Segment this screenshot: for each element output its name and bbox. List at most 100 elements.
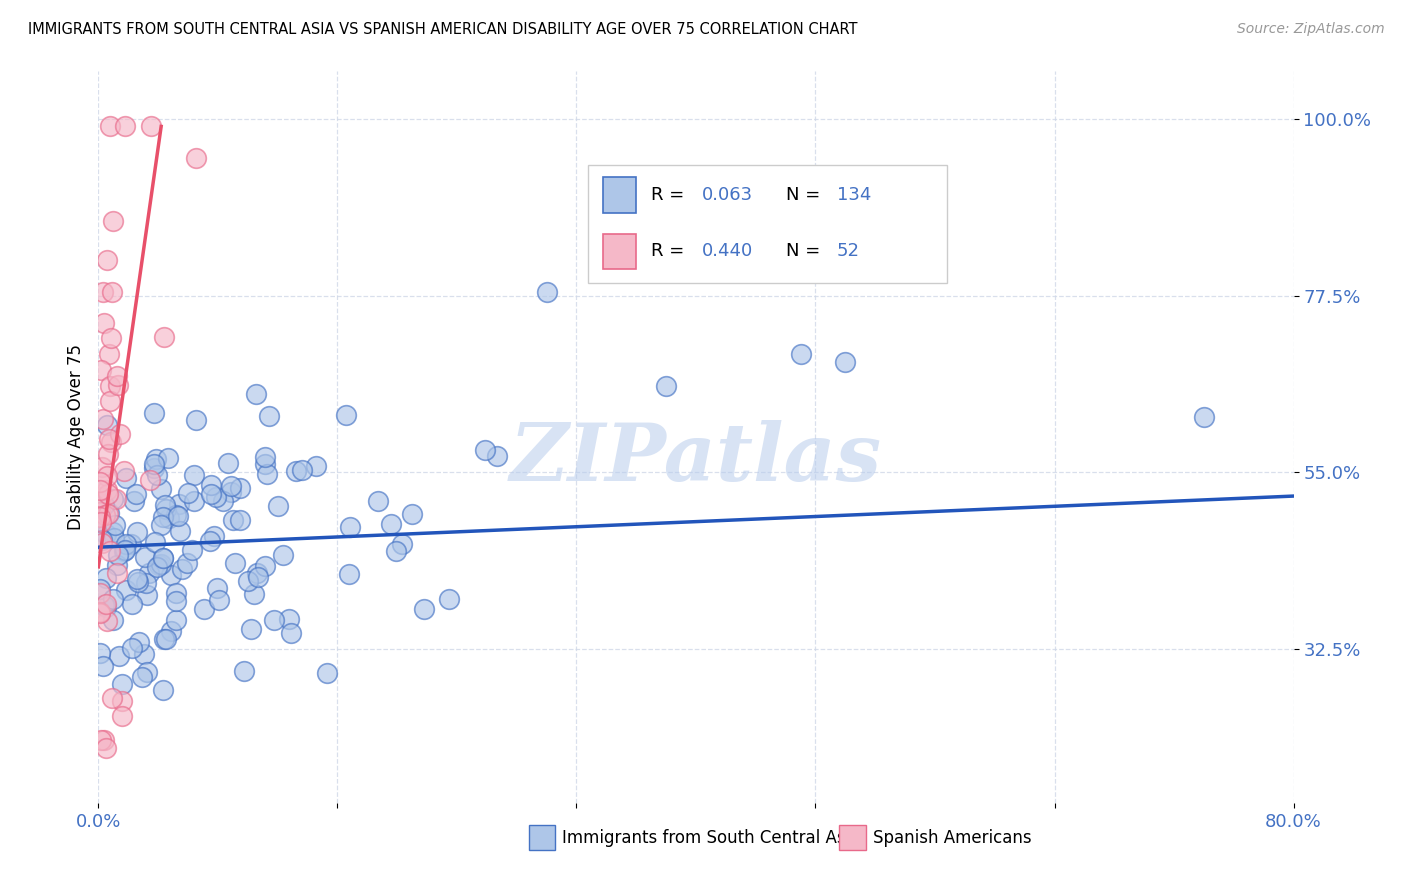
Point [219, 479, 242, 493]
Point [207, 581, 229, 595]
Point [167, 508, 190, 523]
Point [96, 418, 118, 433]
Point [91, 460, 114, 475]
Point [536, 285, 558, 299]
Point [254, 558, 277, 573]
Point [96, 469, 118, 483]
FancyBboxPatch shape [603, 178, 637, 212]
Point [98, 393, 121, 408]
Point [253, 457, 276, 471]
Point [335, 409, 357, 423]
Point [105, 369, 128, 384]
FancyBboxPatch shape [529, 825, 555, 850]
Point [101, 285, 124, 300]
Point [115, 471, 138, 485]
Point [150, 558, 173, 572]
Point [155, 498, 177, 512]
Point [101, 613, 124, 627]
Point [243, 587, 266, 601]
Point [89, 605, 111, 619]
Text: N =: N = [786, 243, 825, 260]
Point [183, 467, 205, 482]
Point [97, 347, 120, 361]
Point [94, 740, 117, 755]
Point [111, 677, 134, 691]
Point [89, 496, 111, 510]
Point [103, 531, 125, 545]
Point [146, 560, 169, 574]
Point [165, 594, 187, 608]
Point [160, 624, 183, 639]
Point [202, 529, 225, 543]
Point [111, 709, 134, 723]
Point [89, 606, 111, 620]
Text: Immigrants from South Central Asia: Immigrants from South Central Asia [562, 829, 860, 847]
Point [205, 490, 228, 504]
Point [200, 487, 222, 501]
Point [108, 427, 131, 442]
Point [157, 510, 180, 524]
Point [212, 493, 235, 508]
Point [236, 574, 259, 589]
Text: 0.440: 0.440 [702, 243, 754, 260]
Point [112, 464, 135, 478]
Point [91, 659, 114, 673]
Point [90, 515, 112, 529]
Point [655, 379, 678, 393]
Point [165, 613, 187, 627]
Point [315, 665, 337, 680]
Point [339, 520, 361, 534]
Point [94, 571, 117, 585]
Point [280, 625, 302, 640]
Point [139, 473, 162, 487]
Point [114, 537, 136, 551]
Point [107, 378, 129, 392]
Point [337, 566, 360, 581]
Point [108, 649, 131, 664]
Point [89, 582, 111, 596]
Point [170, 562, 193, 576]
Point [89, 586, 111, 600]
Point [224, 556, 246, 570]
Point [91, 285, 114, 299]
Text: 134: 134 [837, 186, 872, 204]
Point [143, 457, 166, 471]
Point [437, 592, 460, 607]
Point [98, 543, 121, 558]
Point [155, 632, 177, 647]
Point [132, 647, 155, 661]
Point [139, 120, 162, 134]
Point [134, 550, 156, 565]
Point [89, 505, 111, 519]
Point [90, 515, 112, 529]
Point [367, 493, 389, 508]
Point [145, 535, 167, 549]
Point [254, 450, 277, 465]
Y-axis label: Disability Age Over 75: Disability Age Over 75 [66, 344, 84, 530]
Point [291, 463, 314, 477]
Point [94, 599, 117, 614]
Text: IMMIGRANTS FROM SOUTH CENTRAL ASIA VS SPANISH AMERICAN DISABILITY AGE OVER 75 CO: IMMIGRANTS FROM SOUTH CENTRAL ASIA VS SP… [28, 22, 858, 37]
Point [246, 566, 269, 580]
Point [229, 513, 252, 527]
Point [150, 482, 173, 496]
Point [93, 316, 115, 330]
Point [131, 669, 153, 683]
Point [176, 556, 198, 570]
Point [240, 622, 263, 636]
Point [97, 447, 120, 461]
Point [222, 513, 245, 527]
Text: Spanish Americans: Spanish Americans [873, 829, 1032, 847]
Text: N =: N = [786, 186, 825, 204]
Point [257, 409, 280, 424]
FancyBboxPatch shape [589, 165, 948, 284]
Point [114, 542, 136, 557]
Point [120, 537, 142, 551]
Point [89, 646, 111, 660]
Point [277, 611, 299, 625]
Point [98, 120, 122, 134]
Point [103, 214, 125, 228]
Text: Source: ZipAtlas.com: Source: ZipAtlas.com [1237, 22, 1385, 37]
Point [96, 527, 118, 541]
Point [100, 435, 122, 450]
